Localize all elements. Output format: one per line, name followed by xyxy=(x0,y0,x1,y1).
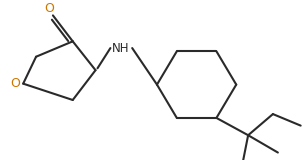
Text: O: O xyxy=(10,77,20,90)
Text: NH: NH xyxy=(111,42,129,55)
Text: O: O xyxy=(44,2,54,15)
